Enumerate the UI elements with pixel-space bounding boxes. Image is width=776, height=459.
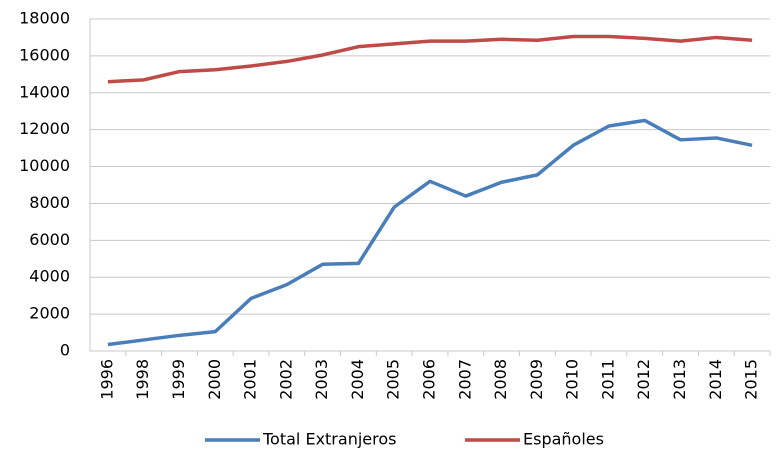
x-tick-label: 1998 (133, 359, 152, 400)
x-tick-label: 1999 (169, 359, 188, 400)
legend-label: Total Extranjeros (262, 430, 396, 449)
y-tick-label: 14000 (19, 82, 70, 101)
x-tick-label: 2010 (563, 359, 582, 400)
x-tick-label: 2001 (241, 359, 260, 400)
x-tick-label: 2008 (491, 359, 510, 400)
line (107, 118, 753, 347)
x-tick-label: 2013 (670, 359, 689, 400)
x-tick-label: 1996 (97, 359, 116, 400)
y-tick-label: 2000 (29, 304, 70, 323)
x-tick-label: 2007 (455, 359, 474, 400)
line (107, 34, 753, 84)
y-tick-label: 6000 (29, 230, 70, 249)
y-tick-label: 10000 (19, 156, 70, 175)
x-tick-label: 2004 (348, 359, 367, 400)
x-tick-label: 2006 (420, 359, 439, 400)
x-tick-label: 2014 (706, 359, 725, 400)
x-tick-label: 2005 (384, 359, 403, 400)
y-tick-label: 12000 (19, 119, 70, 138)
legend-label: Españoles (523, 430, 604, 449)
x-tick-label: 2011 (598, 359, 617, 400)
y-tick-label: 4000 (29, 267, 70, 286)
y-tick-label: 8000 (29, 193, 70, 212)
x-tick-label: 2002 (276, 359, 295, 400)
y-tick-label: 18000 (19, 9, 70, 28)
y-tick-label: 16000 (19, 45, 70, 64)
x-tick-label: 2012 (634, 359, 653, 400)
x-tick-label: 2009 (527, 359, 546, 400)
x-tick-label: 2000 (205, 359, 224, 400)
y-tick-label: 0 (60, 341, 70, 360)
x-tick-label: 2003 (312, 359, 331, 400)
x-tick-label: 2015 (742, 359, 761, 400)
